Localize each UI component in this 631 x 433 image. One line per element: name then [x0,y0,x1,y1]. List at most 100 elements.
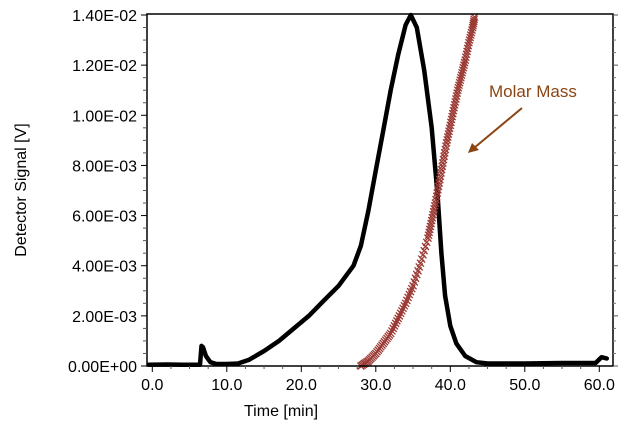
x-marker [450,103,458,112]
molar-mass-point [445,127,454,136]
molar-mass-point [461,56,470,65]
x-marker [454,83,463,92]
x-marker [463,44,472,53]
molar-mass-point [450,103,458,112]
x-marker [468,26,476,35]
x-marker [450,100,459,109]
molar-mass-point [427,216,436,225]
x-marker [451,95,460,103]
molar-mass-point [447,115,456,124]
x-marker [446,121,455,130]
x-marker [425,225,434,234]
molar-mass-point [468,26,476,35]
molar-mass-point [427,219,436,228]
molar-mass-point [448,112,457,121]
molar-mass-point [429,207,438,216]
molar-mass-point [451,97,460,106]
y-tick-label: 2.00E-03 [72,309,137,326]
x-marker [449,106,458,115]
x-marker [427,219,436,228]
x-marker [448,112,457,121]
molar-mass-point [463,44,472,53]
x-marker [461,53,470,62]
x-marker [451,97,460,106]
molar-mass-point [450,100,459,109]
molar-mass-point [444,130,453,139]
molar-mass-point [448,109,457,118]
x-tick-label: 40.0 [435,377,466,394]
x-marker [447,115,456,124]
molar-mass-point [445,124,454,133]
x-marker [466,31,475,40]
molar-mass-point [425,228,434,237]
x-marker [455,81,463,90]
x-marker [430,202,439,210]
molar-mass-point [446,121,455,130]
molar-mass-point [463,47,472,56]
molar-mass-point [446,118,455,127]
y-tick-label: 8.00E-03 [72,158,137,175]
molar-mass-point [426,222,435,231]
x-tick-label: 0.0 [141,377,163,394]
molar-mass-point [430,204,439,213]
x-marker [465,36,474,45]
y-tick-label: 0.00E+00 [68,359,137,376]
x-tick-label: 20.0 [286,377,317,394]
molar-mass-point [423,234,432,243]
x-marker [445,124,454,133]
x-marker [448,109,457,118]
x-marker [455,78,464,87]
x-tick-label: 60.0 [584,377,615,394]
x-tick-label: 30.0 [360,377,391,394]
x-marker [426,222,435,231]
molar-mass-point [443,133,452,141]
x-marker [464,38,473,47]
x-marker [470,13,479,22]
molar-mass-point [430,202,439,210]
x-marker [456,76,465,85]
x-marker [446,118,455,127]
x-tick-label: 50.0 [509,377,540,394]
x-marker [445,127,454,136]
x-marker [443,135,452,144]
x-marker [453,89,462,98]
molar-mass-point [424,231,433,240]
molar-mass-point [470,15,479,24]
y-tick-label: 6.00E-03 [72,209,137,226]
x-marker [425,228,434,237]
x-marker [427,216,436,225]
x-marker [429,207,438,216]
x-marker [428,210,437,219]
x-marker [457,71,466,80]
x-marker [444,130,453,139]
x-marker [443,133,452,141]
x-marker [464,41,473,50]
x-marker [428,213,437,222]
x-marker [459,61,468,70]
x-marker [459,63,468,72]
y-tick-label: 4.00E-03 [72,259,137,276]
annotation-molar-mass: Molar Mass [489,82,577,101]
x-marker [458,66,467,75]
plot-frame [146,13,614,367]
x-marker [461,56,470,65]
molar-mass-point [462,50,471,59]
x-marker [442,138,451,147]
molar-mass-point [470,13,479,22]
x-marker [470,15,479,24]
y-tick-label: 1.40E-02 [72,8,137,25]
y-tick-label: 1.20E-02 [72,58,137,75]
x-marker [462,50,471,59]
annotation-arrowhead [468,143,479,153]
annotation-arrow [473,107,523,149]
x-marker [423,234,432,243]
x-marker [463,47,472,56]
x-marker [466,33,475,42]
molar-mass-point [452,92,461,101]
x-axis-label: Time [min] [244,403,318,420]
molar-mass-point [428,213,437,222]
x-marker [456,73,465,82]
x-marker [452,92,461,101]
